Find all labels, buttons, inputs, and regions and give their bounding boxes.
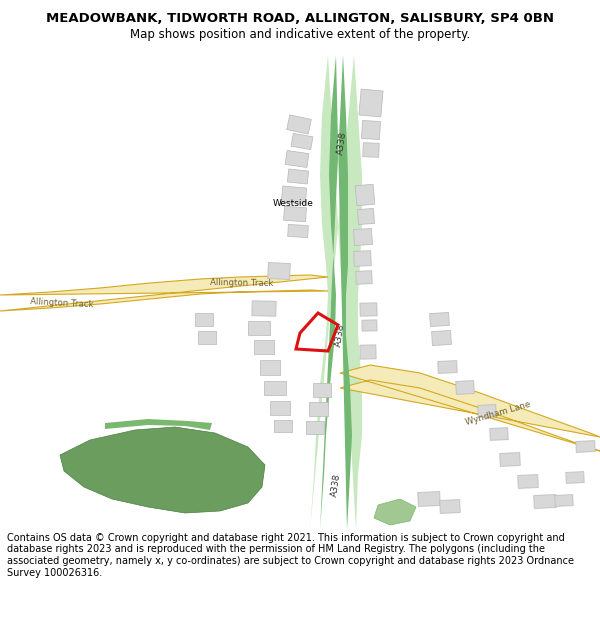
Text: MEADOWBANK, TIDWORTH ROAD, ALLINGTON, SALISBURY, SP4 0BN: MEADOWBANK, TIDWORTH ROAD, ALLINGTON, SA…: [46, 12, 554, 25]
Text: Allington Track: Allington Track: [210, 278, 274, 288]
Polygon shape: [306, 421, 324, 434]
Polygon shape: [362, 320, 377, 331]
Polygon shape: [518, 474, 538, 488]
Polygon shape: [287, 115, 311, 134]
Polygon shape: [374, 499, 416, 525]
Polygon shape: [285, 151, 309, 168]
Polygon shape: [360, 303, 377, 316]
Polygon shape: [356, 271, 372, 284]
Polygon shape: [198, 331, 216, 344]
Polygon shape: [284, 206, 307, 222]
Text: Allington Track: Allington Track: [30, 297, 94, 309]
Polygon shape: [431, 331, 451, 346]
Polygon shape: [360, 345, 376, 359]
Polygon shape: [252, 301, 276, 316]
Polygon shape: [313, 383, 331, 397]
Polygon shape: [60, 427, 265, 513]
Polygon shape: [310, 55, 362, 530]
Polygon shape: [105, 419, 212, 430]
Polygon shape: [264, 381, 286, 395]
Polygon shape: [362, 121, 380, 139]
Polygon shape: [287, 169, 308, 184]
Polygon shape: [418, 492, 440, 506]
Polygon shape: [576, 441, 595, 452]
Polygon shape: [320, 55, 352, 530]
Polygon shape: [268, 262, 290, 279]
Polygon shape: [254, 340, 274, 354]
Polygon shape: [287, 224, 308, 238]
Polygon shape: [195, 313, 213, 326]
Polygon shape: [534, 494, 556, 508]
Polygon shape: [281, 186, 307, 204]
Text: Westside: Westside: [272, 199, 313, 208]
Polygon shape: [490, 428, 508, 440]
Text: A338: A338: [330, 472, 342, 498]
Polygon shape: [500, 452, 520, 466]
Polygon shape: [438, 361, 457, 373]
Polygon shape: [309, 402, 328, 416]
Polygon shape: [355, 184, 375, 206]
Polygon shape: [555, 495, 573, 506]
Polygon shape: [354, 251, 371, 266]
Polygon shape: [363, 142, 379, 158]
Text: Contains OS data © Crown copyright and database right 2021. This information is : Contains OS data © Crown copyright and d…: [7, 533, 574, 578]
Polygon shape: [359, 89, 383, 117]
Polygon shape: [270, 401, 290, 415]
Polygon shape: [353, 229, 373, 246]
Polygon shape: [440, 499, 460, 513]
Polygon shape: [456, 381, 474, 394]
Polygon shape: [358, 209, 374, 224]
Polygon shape: [478, 405, 496, 418]
Polygon shape: [566, 472, 584, 483]
Polygon shape: [340, 365, 600, 451]
Polygon shape: [274, 420, 292, 432]
Polygon shape: [0, 275, 328, 311]
Text: Wyndham Lane: Wyndham Lane: [464, 399, 532, 427]
Text: A338: A338: [336, 131, 348, 155]
Polygon shape: [291, 133, 313, 149]
Text: A338: A338: [334, 322, 346, 348]
Text: Map shows position and indicative extent of the property.: Map shows position and indicative extent…: [130, 28, 470, 41]
Polygon shape: [430, 312, 449, 326]
Polygon shape: [248, 321, 270, 335]
Polygon shape: [260, 360, 280, 375]
